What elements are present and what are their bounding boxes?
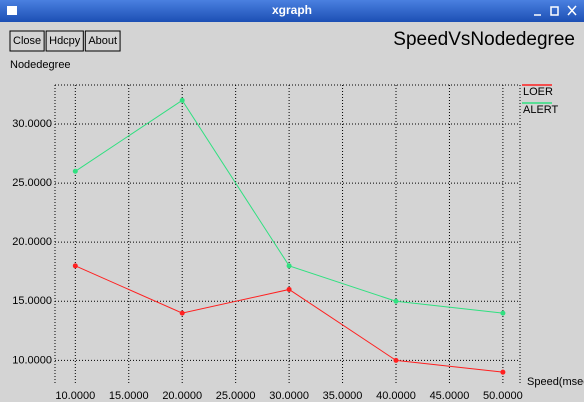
y-tick-label: 10.0000 — [12, 354, 52, 366]
x-axis-label: Speed(msec — [527, 376, 584, 388]
x-tick-label: 20.0000 — [162, 390, 202, 402]
window-icon — [7, 6, 17, 15]
y-tick-label: 20.0000 — [12, 236, 52, 248]
x-tick-label: 10.0000 — [55, 390, 95, 402]
y-tick-label: 30.0000 — [12, 118, 52, 130]
close-window-button[interactable] — [567, 5, 577, 16]
legend-label: LOER — [523, 86, 553, 98]
y-tick-label: 25.0000 — [12, 177, 52, 189]
x-tick-label: 50.0000 — [483, 390, 523, 402]
title-bar — [0, 0, 584, 22]
toolbar: Close Hdcpy About — [9, 30, 121, 52]
data-point — [179, 97, 185, 103]
toolbar-button[interactable]: Close — [9, 30, 45, 52]
button-frame[interactable] — [9, 30, 45, 52]
data-point — [286, 286, 292, 292]
x-tick-label: 40.0000 — [376, 390, 416, 402]
x-tick-label: 45.0000 — [430, 390, 470, 402]
window-controls[interactable] — [534, 5, 577, 16]
maximize-button[interactable] — [550, 6, 559, 16]
y-axis-label: Nodedegree — [10, 59, 71, 71]
data-point — [286, 263, 292, 269]
x-tick-label: 15.0000 — [109, 390, 149, 402]
x-tick-label: 35.0000 — [323, 390, 363, 402]
toolbar-button[interactable]: Hdcpy — [45, 30, 84, 52]
data-point — [393, 298, 399, 304]
data-point — [500, 310, 506, 316]
button-label[interactable]: About — [88, 35, 117, 47]
button-frame[interactable] — [45, 30, 84, 52]
toolbar-button[interactable]: About — [84, 30, 121, 52]
data-point — [72, 168, 78, 174]
x-tick-label: 25.0000 — [216, 390, 256, 402]
chart-title: SpeedVsNodedegree — [393, 29, 575, 50]
y-tick-label: 15.0000 — [12, 295, 52, 307]
button-label[interactable]: Close — [13, 35, 41, 47]
button-frame[interactable] — [84, 30, 121, 52]
legend-label: ALERT — [523, 104, 559, 116]
data-point — [72, 263, 78, 269]
window-title: xgraph — [272, 3, 312, 17]
data-point — [179, 310, 185, 316]
data-point — [500, 369, 506, 375]
data-point — [393, 357, 399, 363]
button-label[interactable]: Hdcpy — [49, 35, 81, 47]
x-tick-label: 30.0000 — [269, 390, 309, 402]
